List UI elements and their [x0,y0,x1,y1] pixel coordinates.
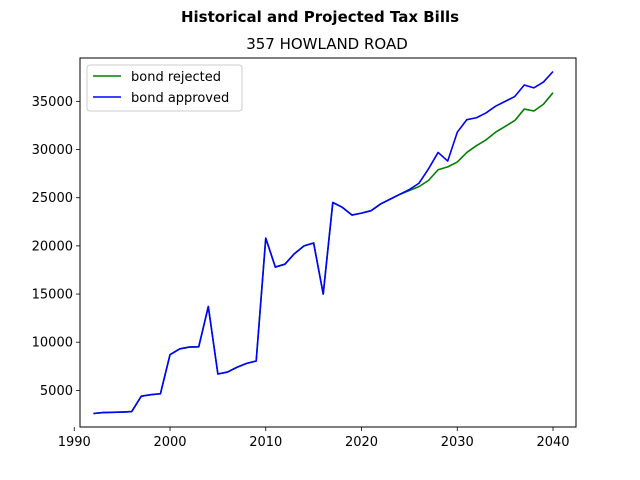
legend-label-bond-rejected: bond rejected [131,70,221,85]
y-tick-label: 25000 [32,191,73,206]
y-tick-label: 10000 [32,336,73,351]
x-tick-label: 2020 [345,435,378,450]
y-tick-label: 15000 [32,288,73,303]
x-tick-label: 2040 [536,435,569,450]
y-tick-label: 30000 [32,143,73,158]
series-line-bond-approved [93,70,554,415]
x-tick-label: 2030 [441,435,474,450]
legend-label-bond-approved: bond approved [131,91,229,106]
x-tick-label: 2010 [249,435,282,450]
legend: bond rejected bond approved [86,64,243,112]
plot-frame [79,57,577,428]
y-tick-label: 5000 [40,384,73,399]
y-tick-label: 35000 [32,95,73,110]
series-layer [93,70,554,415]
x-axis: 1990 2000 2010 2020 2030 2040 [58,427,570,450]
x-tick-label: 2000 [153,435,186,450]
chart-title: Historical and Projected Tax Bills [181,8,459,26]
y-tick-label: 20000 [32,239,73,254]
x-tick-label: 1990 [58,435,91,450]
series-line-bond-rejected [93,92,554,415]
legend-box [86,64,243,112]
chart-subtitle: 357 HOWLAND ROAD [246,35,408,53]
y-axis: 5000 10000 15000 20000 25000 30000 35000 [32,95,80,399]
